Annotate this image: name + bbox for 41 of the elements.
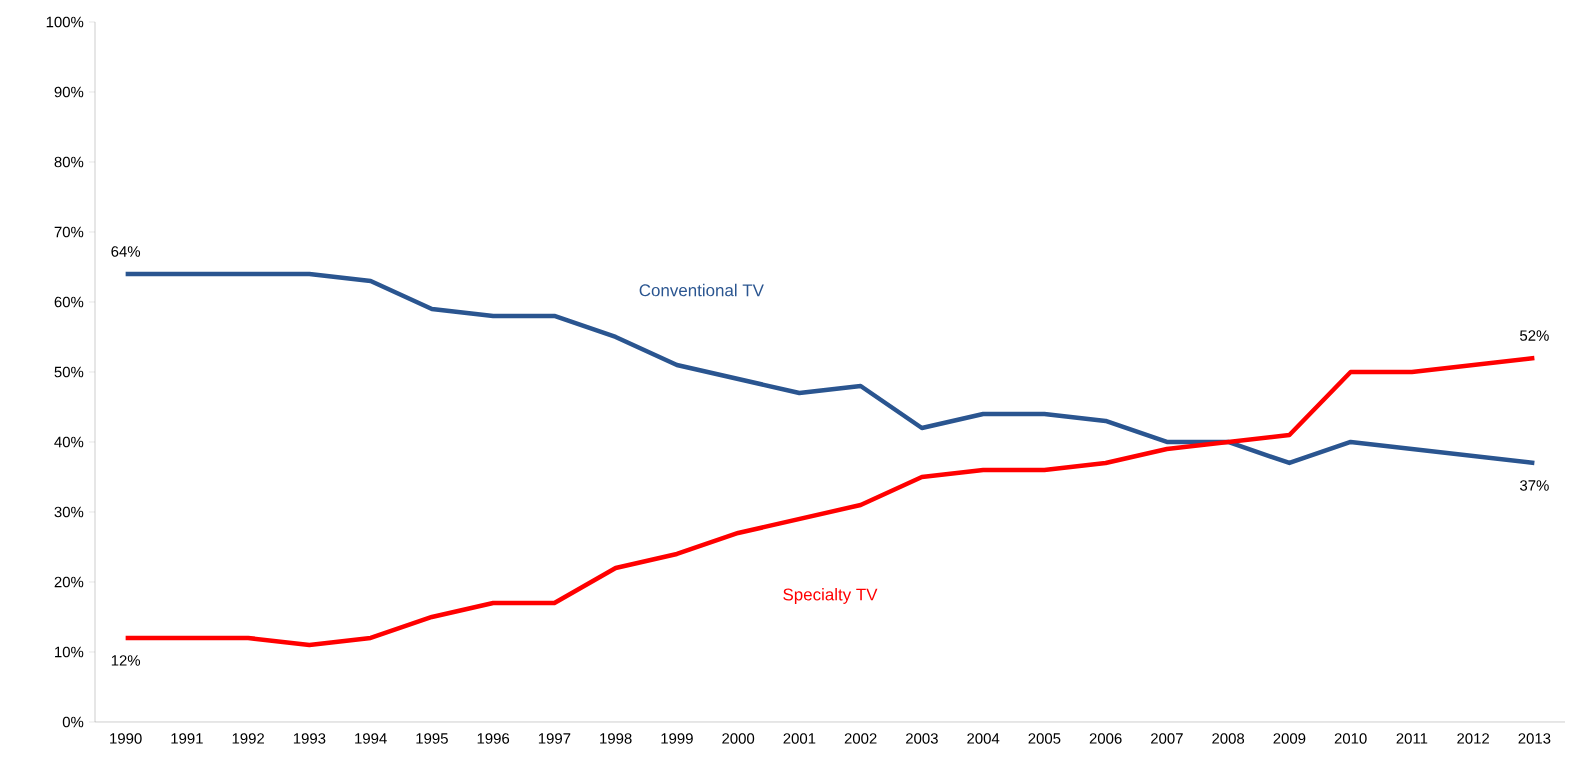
x-tick-label: 2012 — [1457, 733, 1489, 744]
x-tick-label: 2002 — [844, 733, 877, 744]
x-tick-label: 1998 — [600, 733, 632, 744]
annotation: 64% — [111, 246, 141, 257]
y-tick-label: 10% — [55, 646, 84, 658]
y-tick-label: 0% — [62, 716, 84, 728]
x-tick-label: 1995 — [416, 733, 448, 744]
text: Specialty TV — [783, 588, 878, 604]
x-tick-label: 2013 — [1518, 733, 1551, 744]
x-tick-label: 2003 — [906, 733, 938, 744]
annotation: 52% — [1520, 330, 1549, 341]
x-tick-label: 2007 — [1151, 733, 1183, 744]
x-tick-label: 1999 — [661, 733, 693, 744]
x-tick-label: 2011 — [1396, 733, 1428, 744]
y-tick-label: 60% — [54, 296, 84, 308]
x-tick-label: 2006 — [1089, 733, 1122, 744]
y-tick-label: 20% — [54, 576, 84, 588]
x-tick-label: 1996 — [477, 733, 510, 744]
x-tick-label: 2008 — [1212, 733, 1245, 744]
x-tick-label: 1993 — [293, 733, 326, 744]
y-tick-label: 80% — [54, 156, 84, 168]
x-tick-label: 1991 — [171, 733, 203, 744]
y-tick-label: 40% — [54, 436, 84, 448]
x-tick-label: 1992 — [232, 733, 265, 744]
text: Conventional TV — [639, 283, 764, 297]
x-tick-label: 2004 — [967, 733, 1000, 744]
y-tick-label: 30% — [54, 506, 84, 518]
annotation: 37% — [1519, 480, 1549, 491]
x-tick-label: 2010 — [1334, 733, 1367, 744]
x-tick-label: 2001 — [783, 733, 816, 744]
y-tick-label: 70% — [54, 226, 84, 238]
x-tick-label: 2000 — [722, 733, 755, 744]
y-tick-label: 50% — [54, 366, 84, 378]
y-tick-label: 90% — [54, 86, 84, 98]
x-tick-label: 2009 — [1273, 733, 1306, 744]
x-tick-label: 1997 — [538, 733, 571, 744]
x-tick-label: 2005 — [1028, 733, 1061, 744]
y-tick-label: 100% — [46, 16, 84, 28]
annotation: 12% — [111, 655, 141, 666]
x-tick-label: 1994 — [355, 733, 387, 744]
x-tick-label: 1990 — [110, 733, 142, 744]
